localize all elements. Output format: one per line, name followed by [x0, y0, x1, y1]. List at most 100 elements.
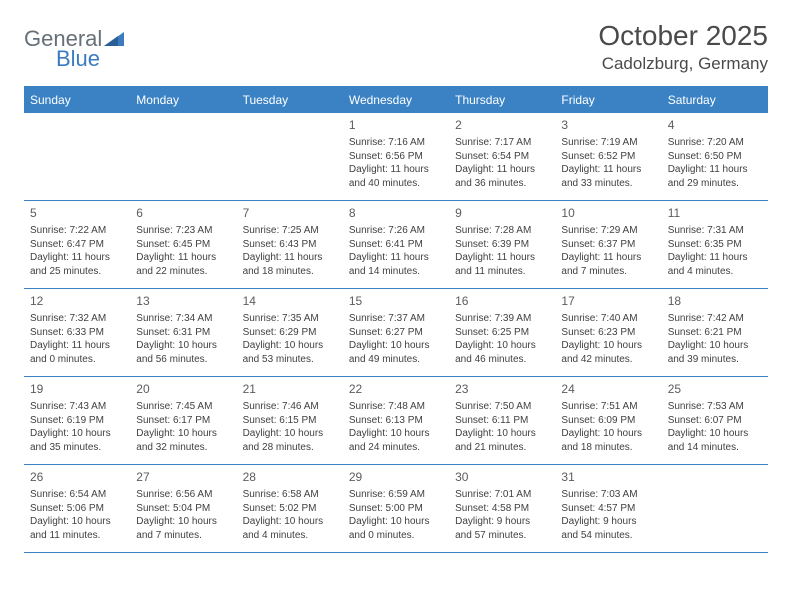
day-number: 23 — [455, 381, 549, 397]
calendar-day-cell: 23Sunrise: 7:50 AMSunset: 6:11 PMDayligh… — [449, 377, 555, 465]
day-number: 9 — [455, 205, 549, 221]
day-header: Saturday — [662, 87, 768, 113]
day-number: 16 — [455, 293, 549, 309]
sunrise-line: Sunrise: 7:45 AM — [136, 400, 230, 414]
sunrise-line: Sunrise: 6:58 AM — [243, 488, 337, 502]
day-number: 2 — [455, 117, 549, 133]
daylight-line: Daylight: 11 hours and 36 minutes. — [455, 163, 549, 190]
day-header: Friday — [555, 87, 661, 113]
daylight-line: Daylight: 11 hours and 7 minutes. — [561, 251, 655, 278]
sunrise-line: Sunrise: 7:25 AM — [243, 224, 337, 238]
sunset-line: Sunset: 6:29 PM — [243, 326, 337, 340]
daylight-line: Daylight: 10 hours and 56 minutes. — [136, 339, 230, 366]
calendar-empty-cell — [24, 113, 130, 201]
day-header: Sunday — [24, 87, 130, 113]
day-number: 28 — [243, 469, 337, 485]
day-number: 29 — [349, 469, 443, 485]
calendar-day-cell: 11Sunrise: 7:31 AMSunset: 6:35 PMDayligh… — [662, 201, 768, 289]
daylight-line: Daylight: 10 hours and 28 minutes. — [243, 427, 337, 454]
sunset-line: Sunset: 5:06 PM — [30, 502, 124, 516]
calendar-empty-cell — [237, 113, 343, 201]
daylight-line: Daylight: 10 hours and 42 minutes. — [561, 339, 655, 366]
day-number: 1 — [349, 117, 443, 133]
calendar-day-cell: 1Sunrise: 7:16 AMSunset: 6:56 PMDaylight… — [343, 113, 449, 201]
sunrise-line: Sunrise: 6:54 AM — [30, 488, 124, 502]
logo-text-blue: Blue — [56, 46, 100, 72]
sunset-line: Sunset: 6:09 PM — [561, 414, 655, 428]
calendar-day-cell: 30Sunrise: 7:01 AMSunset: 4:58 PMDayligh… — [449, 465, 555, 553]
daylight-line: Daylight: 10 hours and 18 minutes. — [561, 427, 655, 454]
daylight-line: Daylight: 9 hours and 54 minutes. — [561, 515, 655, 542]
day-number: 20 — [136, 381, 230, 397]
sunset-line: Sunset: 6:17 PM — [136, 414, 230, 428]
calendar-week-row: 1Sunrise: 7:16 AMSunset: 6:56 PMDaylight… — [24, 113, 768, 201]
calendar-day-cell: 29Sunrise: 6:59 AMSunset: 5:00 PMDayligh… — [343, 465, 449, 553]
day-number: 3 — [561, 117, 655, 133]
day-number: 14 — [243, 293, 337, 309]
calendar-day-cell: 25Sunrise: 7:53 AMSunset: 6:07 PMDayligh… — [662, 377, 768, 465]
daylight-line: Daylight: 11 hours and 11 minutes. — [455, 251, 549, 278]
daylight-line: Daylight: 11 hours and 29 minutes. — [668, 163, 762, 190]
day-header: Tuesday — [237, 87, 343, 113]
daylight-line: Daylight: 11 hours and 4 minutes. — [668, 251, 762, 278]
calendar-day-cell: 15Sunrise: 7:37 AMSunset: 6:27 PMDayligh… — [343, 289, 449, 377]
calendar-day-cell: 24Sunrise: 7:51 AMSunset: 6:09 PMDayligh… — [555, 377, 661, 465]
calendar-day-cell: 6Sunrise: 7:23 AMSunset: 6:45 PMDaylight… — [130, 201, 236, 289]
sunrise-line: Sunrise: 7:28 AM — [455, 224, 549, 238]
day-number: 26 — [30, 469, 124, 485]
sunrise-line: Sunrise: 7:29 AM — [561, 224, 655, 238]
day-number: 21 — [243, 381, 337, 397]
calendar-day-cell: 28Sunrise: 6:58 AMSunset: 5:02 PMDayligh… — [237, 465, 343, 553]
daylight-line: Daylight: 10 hours and 24 minutes. — [349, 427, 443, 454]
title-block: October 2025 Cadolzburg, Germany — [598, 20, 768, 74]
calendar-day-cell: 19Sunrise: 7:43 AMSunset: 6:19 PMDayligh… — [24, 377, 130, 465]
sunrise-line: Sunrise: 7:16 AM — [349, 136, 443, 150]
sunrise-line: Sunrise: 7:20 AM — [668, 136, 762, 150]
sunrise-line: Sunrise: 7:53 AM — [668, 400, 762, 414]
day-header: Monday — [130, 87, 236, 113]
day-number: 6 — [136, 205, 230, 221]
daylight-line: Daylight: 11 hours and 0 minutes. — [30, 339, 124, 366]
sunrise-line: Sunrise: 7:37 AM — [349, 312, 443, 326]
sunset-line: Sunset: 6:43 PM — [243, 238, 337, 252]
sunset-line: Sunset: 6:33 PM — [30, 326, 124, 340]
sunset-line: Sunset: 6:15 PM — [243, 414, 337, 428]
day-number: 4 — [668, 117, 762, 133]
day-number: 7 — [243, 205, 337, 221]
calendar-day-cell: 16Sunrise: 7:39 AMSunset: 6:25 PMDayligh… — [449, 289, 555, 377]
calendar-day-cell: 14Sunrise: 7:35 AMSunset: 6:29 PMDayligh… — [237, 289, 343, 377]
calendar-week-row: 26Sunrise: 6:54 AMSunset: 5:06 PMDayligh… — [24, 465, 768, 553]
calendar-day-cell: 21Sunrise: 7:46 AMSunset: 6:15 PMDayligh… — [237, 377, 343, 465]
daylight-line: Daylight: 10 hours and 11 minutes. — [30, 515, 124, 542]
daylight-line: Daylight: 10 hours and 14 minutes. — [668, 427, 762, 454]
sunrise-line: Sunrise: 6:59 AM — [349, 488, 443, 502]
calendar-empty-cell — [130, 113, 236, 201]
calendar-day-cell: 9 Sunrise: 7:28 AMSunset: 6:39 PMDaylight… — [449, 201, 555, 289]
daylight-line: Daylight: 11 hours and 22 minutes. — [136, 251, 230, 278]
daylight-line: Daylight: 11 hours and 33 minutes. — [561, 163, 655, 190]
daylight-line: Daylight: 10 hours and 32 minutes. — [136, 427, 230, 454]
day-number: 18 — [668, 293, 762, 309]
calendar-day-cell: 31Sunrise: 7:03 AMSunset: 4:57 PMDayligh… — [555, 465, 661, 553]
calendar-week-row: 19Sunrise: 7:43 AMSunset: 6:19 PMDayligh… — [24, 377, 768, 465]
sunset-line: Sunset: 6:52 PM — [561, 150, 655, 164]
daylight-line: Daylight: 11 hours and 25 minutes. — [30, 251, 124, 278]
sunrise-line: Sunrise: 7:42 AM — [668, 312, 762, 326]
daylight-line: Daylight: 11 hours and 18 minutes. — [243, 251, 337, 278]
sunrise-line: Sunrise: 7:32 AM — [30, 312, 124, 326]
day-number: 31 — [561, 469, 655, 485]
calendar-day-cell: 20 Sunrise: 7:45 AMSunset: 6:17 PMDayligh… — [130, 377, 236, 465]
sunrise-line: Sunrise: 7:51 AM — [561, 400, 655, 414]
day-number: 10 — [561, 205, 655, 221]
sunrise-line: Sunrise: 7:17 AM — [455, 136, 549, 150]
calendar-day-cell: 2 Sunrise: 7:17 AMSunset: 6:54 PMDaylight… — [449, 113, 555, 201]
sunset-line: Sunset: 6:37 PM — [561, 238, 655, 252]
calendar-table: SundayMondayTuesdayWednesdayThursdayFrid… — [24, 86, 768, 553]
location-label: Cadolzburg, Germany — [598, 54, 768, 74]
sunset-line: Sunset: 6:39 PM — [455, 238, 549, 252]
sunset-line: Sunset: 5:04 PM — [136, 502, 230, 516]
sunset-line: Sunset: 5:00 PM — [349, 502, 443, 516]
sunset-line: Sunset: 6:54 PM — [455, 150, 549, 164]
sunrise-line: Sunrise: 7:03 AM — [561, 488, 655, 502]
daylight-line: Daylight: 10 hours and 21 minutes. — [455, 427, 549, 454]
